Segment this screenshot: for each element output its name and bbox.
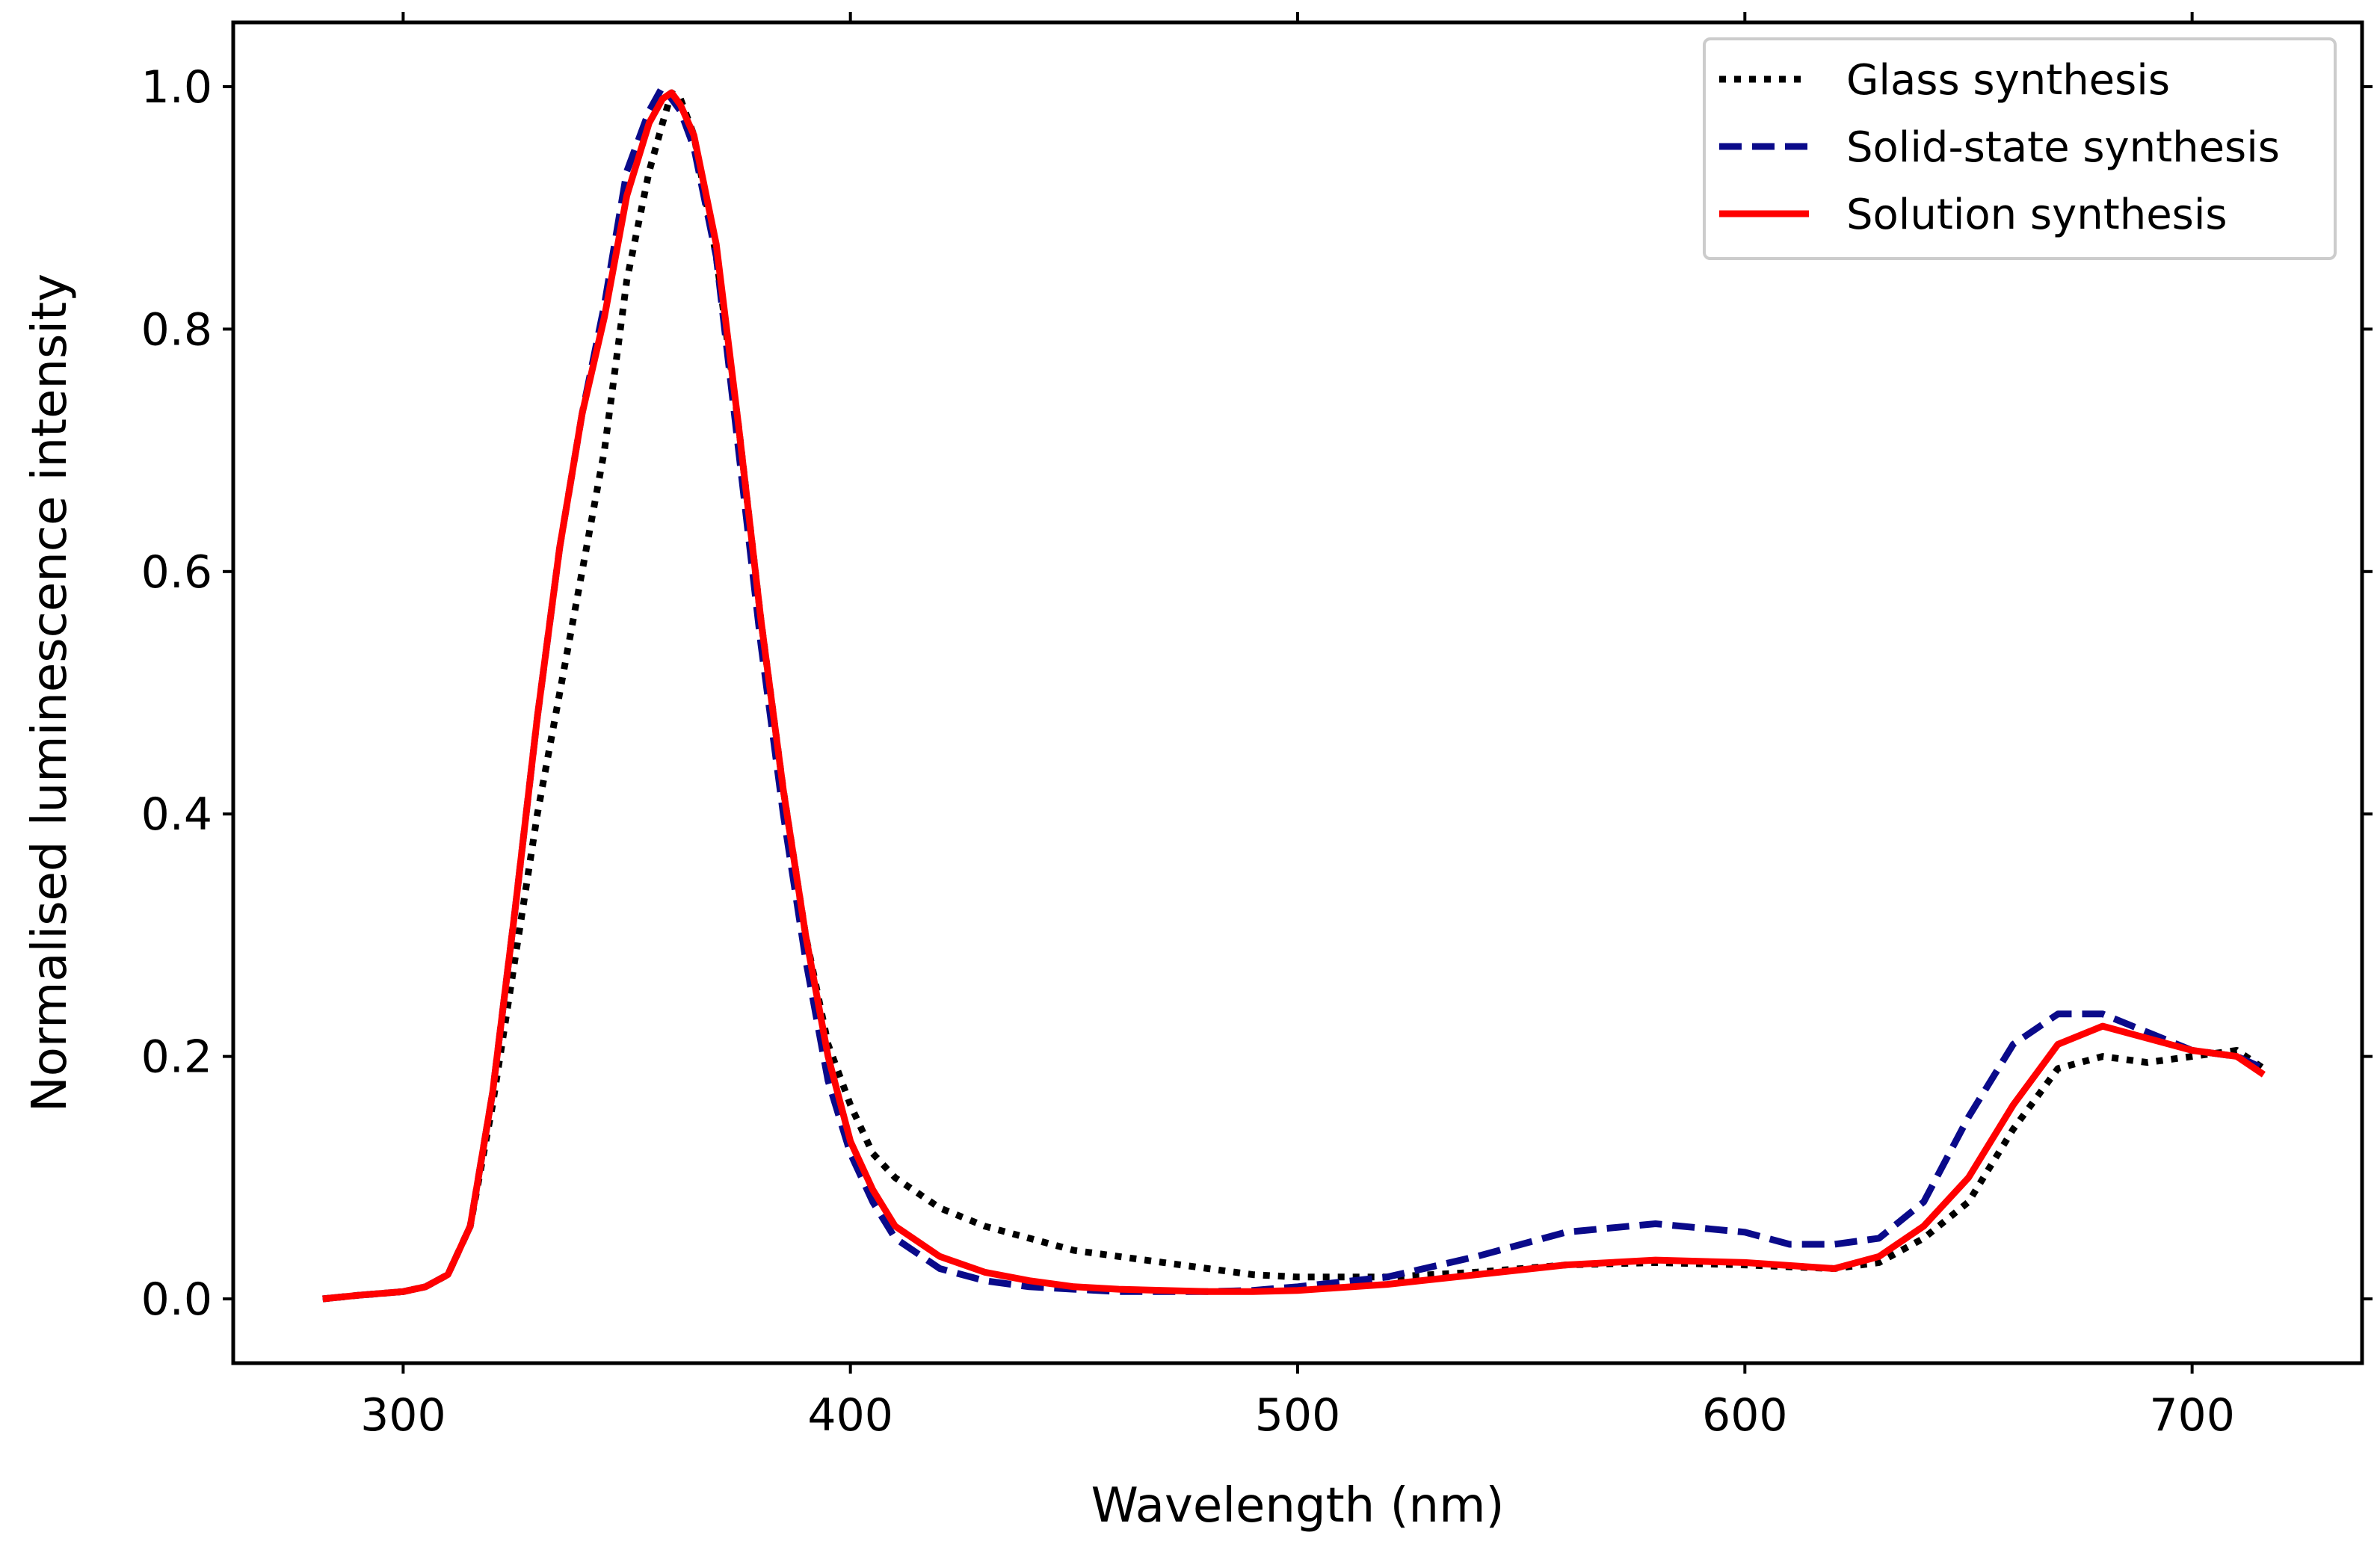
x-tick-label: 700 bbox=[2149, 1389, 2235, 1442]
x-tick-label: 300 bbox=[360, 1389, 446, 1442]
ticks-layer: 300 400 500 600 700 0.0 0.2 0.4 0.6 0.8 1.0 bbox=[141, 12, 2373, 1442]
legend-label-glass: Glass synthesis bbox=[1846, 56, 2170, 105]
y-tick-label: 0.4 bbox=[141, 788, 212, 841]
y-tick-label: 0.6 bbox=[141, 546, 212, 599]
x-tick-label: 400 bbox=[807, 1389, 893, 1442]
y-tick-label: 0.8 bbox=[141, 303, 212, 356]
legend-label-solid-state: Solid-state synthesis bbox=[1846, 123, 2280, 172]
series-layer bbox=[322, 83, 2266, 1303]
x-tick-label: 600 bbox=[1702, 1389, 1788, 1442]
series-line-glass-synthesis bbox=[322, 89, 2266, 1303]
legend: Glass synthesis Solid-state synthesis So… bbox=[1703, 37, 2337, 260]
y-axis-label: Normalised luminescence intensity bbox=[22, 274, 78, 1112]
y-tick-label: 0.0 bbox=[141, 1273, 212, 1326]
legend-label-solution: Solution synthesis bbox=[1846, 191, 2228, 239]
x-axis-label: Wavelength (nm) bbox=[1091, 1478, 1505, 1534]
series-line-solution-synthesis bbox=[322, 89, 2266, 1303]
y-tick-label: 0.2 bbox=[141, 1031, 212, 1084]
legend-box bbox=[1703, 37, 2337, 260]
y-tick-label: 1.0 bbox=[141, 61, 212, 114]
x-tick-label: 500 bbox=[1255, 1389, 1341, 1442]
